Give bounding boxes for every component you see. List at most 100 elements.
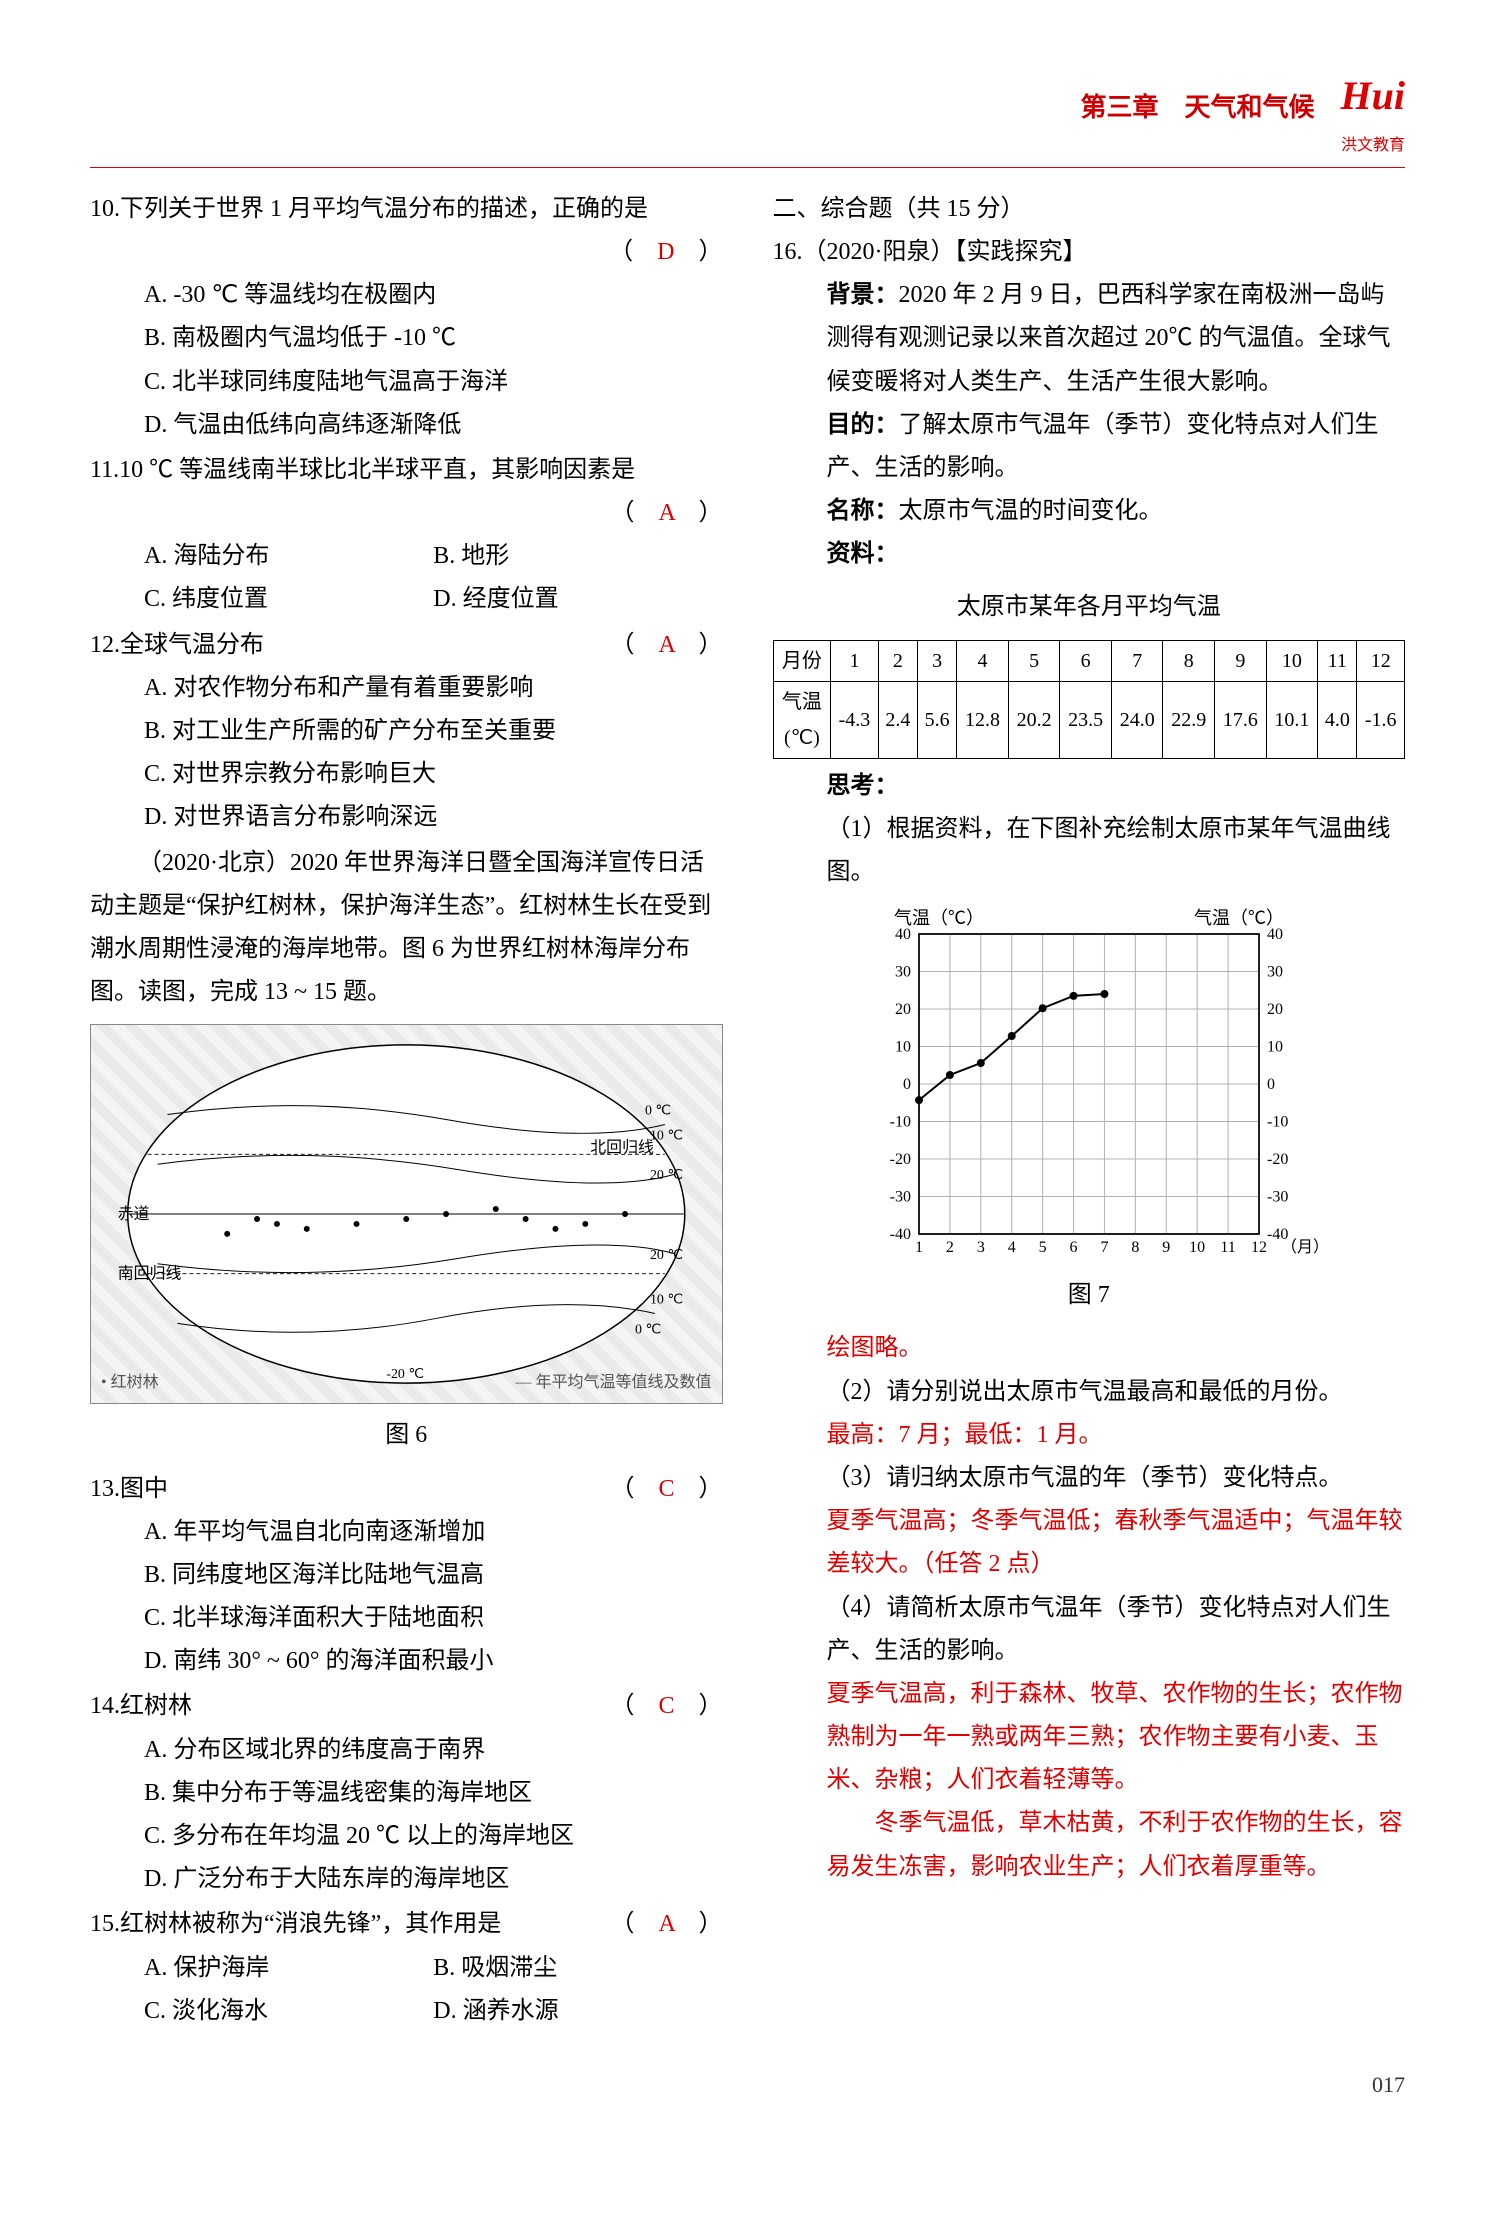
svg-text:7: 7 (1100, 1239, 1108, 1256)
q16-part4: （4）请简析太原市气温年（季节）变化特点对人们生产、生活的影响。 (773, 1587, 1406, 1673)
svg-text:-20: -20 (1267, 1151, 1288, 1168)
option-c: C. 对世界宗教分布影响巨大 (90, 753, 723, 796)
svg-text:10 ℃: 10 ℃ (650, 1293, 683, 1308)
option-a: A. 海陆分布 (144, 535, 433, 578)
left-column: 10.下列关于世界 1 月平均气温分布的描述，正确的是 （ D ） A. -30… (90, 188, 723, 2035)
svg-text:气温（℃）: 气温（℃） (894, 908, 984, 928)
svg-text:10: 10 (895, 1039, 911, 1056)
q-num: 11. (90, 457, 119, 483)
option-a: A. 分布区域北界的纬度高于南界 (90, 1729, 723, 1772)
svg-text:（月）: （月） (1281, 1238, 1319, 1256)
answer: A (658, 632, 674, 658)
q-stem: 10 ℃ 等温线南半球比北半球平直，其影响因素是 (119, 457, 635, 483)
q-src: （2020·阳泉）【实践探究】 (803, 239, 1087, 265)
section-2-title: 二、综合题（共 15 分） (773, 188, 1406, 231)
svg-text:赤道: 赤道 (118, 1205, 150, 1223)
temperature-table: 月份 1 2 3 4 5 6 7 8 9 10 11 12 气温 (℃) -4.… (773, 640, 1406, 759)
option-c: C. 北半球同纬度陆地气温高于海洋 (90, 361, 723, 404)
svg-text:-20: -20 (889, 1151, 910, 1168)
answer: A (658, 1911, 674, 1937)
option-c: C. 淡化海水 (144, 1990, 433, 2033)
q-num: 15. (90, 1911, 120, 1937)
svg-text:40: 40 (1267, 926, 1283, 943)
option-b: B. 吸烟滞尘 (433, 1947, 722, 1990)
question-12: 12.全球气温分布 （ A ） A. 对农作物分布和产量有着重要影响 B. 对工… (90, 624, 723, 840)
svg-text:-20 ℃: -20 ℃ (386, 1367, 424, 1382)
option-c: C. 纬度位置 (144, 578, 433, 621)
svg-text:-40: -40 (889, 1226, 910, 1243)
option-b: B. 集中分布于等温线密集的海岸地区 (90, 1772, 723, 1815)
option-c: C. 多分布在年均温 20 ℃ 以上的海岸地区 (90, 1815, 723, 1858)
table-title: 太原市某年各月平均气温 (773, 586, 1406, 629)
row-header: 气温 (℃) (773, 681, 831, 758)
q-stem: 红树林被称为“消浪先锋”，其作用是 (120, 1911, 501, 1937)
svg-text:1: 1 (915, 1239, 923, 1256)
svg-text:8: 8 (1131, 1239, 1139, 1256)
figure-7-label: 图 7 (773, 1274, 1406, 1317)
svg-text:12: 12 (1251, 1239, 1267, 1256)
svg-text:-10: -10 (1267, 1114, 1288, 1131)
svg-text:9: 9 (1162, 1239, 1170, 1256)
svg-text:20 ℃: 20 ℃ (650, 1248, 683, 1263)
figure-6-label: 图 6 (90, 1414, 723, 1457)
q16-part2: （2）请分别说出太原市气温最高和最低的月份。 (773, 1371, 1406, 1414)
svg-text:北回归线: 北回归线 (590, 1139, 654, 1157)
svg-text:20 ℃: 20 ℃ (650, 1169, 683, 1184)
row-header: 月份 (773, 640, 831, 681)
q-stem: 红树林 (120, 1693, 192, 1719)
figure-7-chart: -40-40-30-30-20-20-10-100010102020303040… (773, 904, 1406, 1264)
option-d: D. 经度位置 (433, 578, 722, 621)
svg-text:20: 20 (1267, 1001, 1283, 1018)
svg-text:0: 0 (1267, 1076, 1275, 1093)
option-a: A. -30 ℃ 等温线均在极圈内 (90, 274, 723, 317)
logo-main: Hui (1341, 73, 1405, 118)
q16-part2-answer: 最高：7 月；最低：1 月。 (773, 1414, 1406, 1457)
svg-text:南回归线: 南回归线 (118, 1265, 182, 1283)
q16-part1-answer: 绘图略。 (773, 1327, 1406, 1370)
answer: C (658, 1693, 674, 1719)
q-num: 14. (90, 1693, 120, 1719)
q16-part4-answer-1: 夏季气温高，利于森林、牧草、农作物的生长；农作物熟制为一年一熟或两年三熟；农作物… (773, 1673, 1406, 1803)
svg-text:4: 4 (1007, 1239, 1015, 1256)
option-a: A. 对农作物分布和产量有着重要影响 (90, 667, 723, 710)
answer: C (658, 1476, 674, 1502)
name-label: 名称： (827, 498, 899, 524)
question-10: 10.下列关于世界 1 月平均气温分布的描述，正确的是 （ D ） A. -30… (90, 188, 723, 447)
answer: A (658, 500, 674, 526)
svg-text:11: 11 (1220, 1239, 1235, 1256)
svg-text:10: 10 (1267, 1039, 1283, 1056)
option-d: D. 对世界语言分布影响深远 (90, 796, 723, 839)
option-b: B. 同纬度地区海洋比陆地气温高 (90, 1554, 723, 1597)
goal-label: 目的： (827, 412, 899, 438)
goal-text: 了解太原市气温年（季节）变化特点对人们生产、生活的影响。 (827, 412, 1379, 481)
option-b: B. 对工业生产所需的矿产分布至关重要 (90, 710, 723, 753)
table-row-months: 月份 1 2 3 4 5 6 7 8 9 10 11 12 (773, 640, 1405, 681)
question-11: 11.10 ℃ 等温线南半球比北半球平直，其影响因素是 （ A ） A. 海陆分… (90, 449, 723, 622)
svg-text:-30: -30 (1267, 1189, 1288, 1206)
logo-sub: 洪文教育 (1341, 132, 1405, 161)
option-a: A. 年平均气温自北向南逐渐增加 (90, 1511, 723, 1554)
svg-text:气温（℃）: 气温（℃） (1194, 908, 1284, 928)
res-label: 资料： (827, 541, 899, 567)
q16-part1: （1）根据资料，在下图补充绘制太原市某年气温曲线图。 (773, 808, 1406, 894)
passage-13-15: （2020·北京）2020 年世界海洋日暨全国海洋宣传日活动主题是“保护红树林，… (90, 842, 723, 1015)
option-c: C. 北半球海洋面积大于陆地面积 (90, 1597, 723, 1640)
svg-text:10: 10 (1189, 1239, 1205, 1256)
svg-text:3: 3 (977, 1239, 985, 1256)
chapter-title: 第三章 天气和气候 (1081, 85, 1315, 132)
option-d: D. 涵养水源 (433, 1990, 722, 2033)
option-d: D. 广泛分布于大陆东岸的海岸地区 (90, 1858, 723, 1901)
page-header: 第三章 天气和气候 Hui 洪文教育 (90, 60, 1405, 168)
bg-label: 背景： (827, 282, 899, 308)
option-b: B. 南极圈内气温均低于 -10 ℃ (90, 317, 723, 360)
svg-text:0: 0 (903, 1076, 911, 1093)
svg-text:0 ℃: 0 ℃ (635, 1323, 661, 1338)
q-num: 13. (90, 1476, 120, 1502)
name-text: 太原市气温的时间变化。 (899, 498, 1163, 524)
q-num: 16. (773, 239, 803, 265)
q-stem: 图中 (120, 1476, 168, 1502)
svg-text:6: 6 (1069, 1239, 1077, 1256)
option-b: B. 地形 (433, 535, 722, 578)
q-stem: 下列关于世界 1 月平均气温分布的描述，正确的是 (120, 196, 648, 222)
svg-text:10 ℃: 10 ℃ (650, 1129, 683, 1144)
